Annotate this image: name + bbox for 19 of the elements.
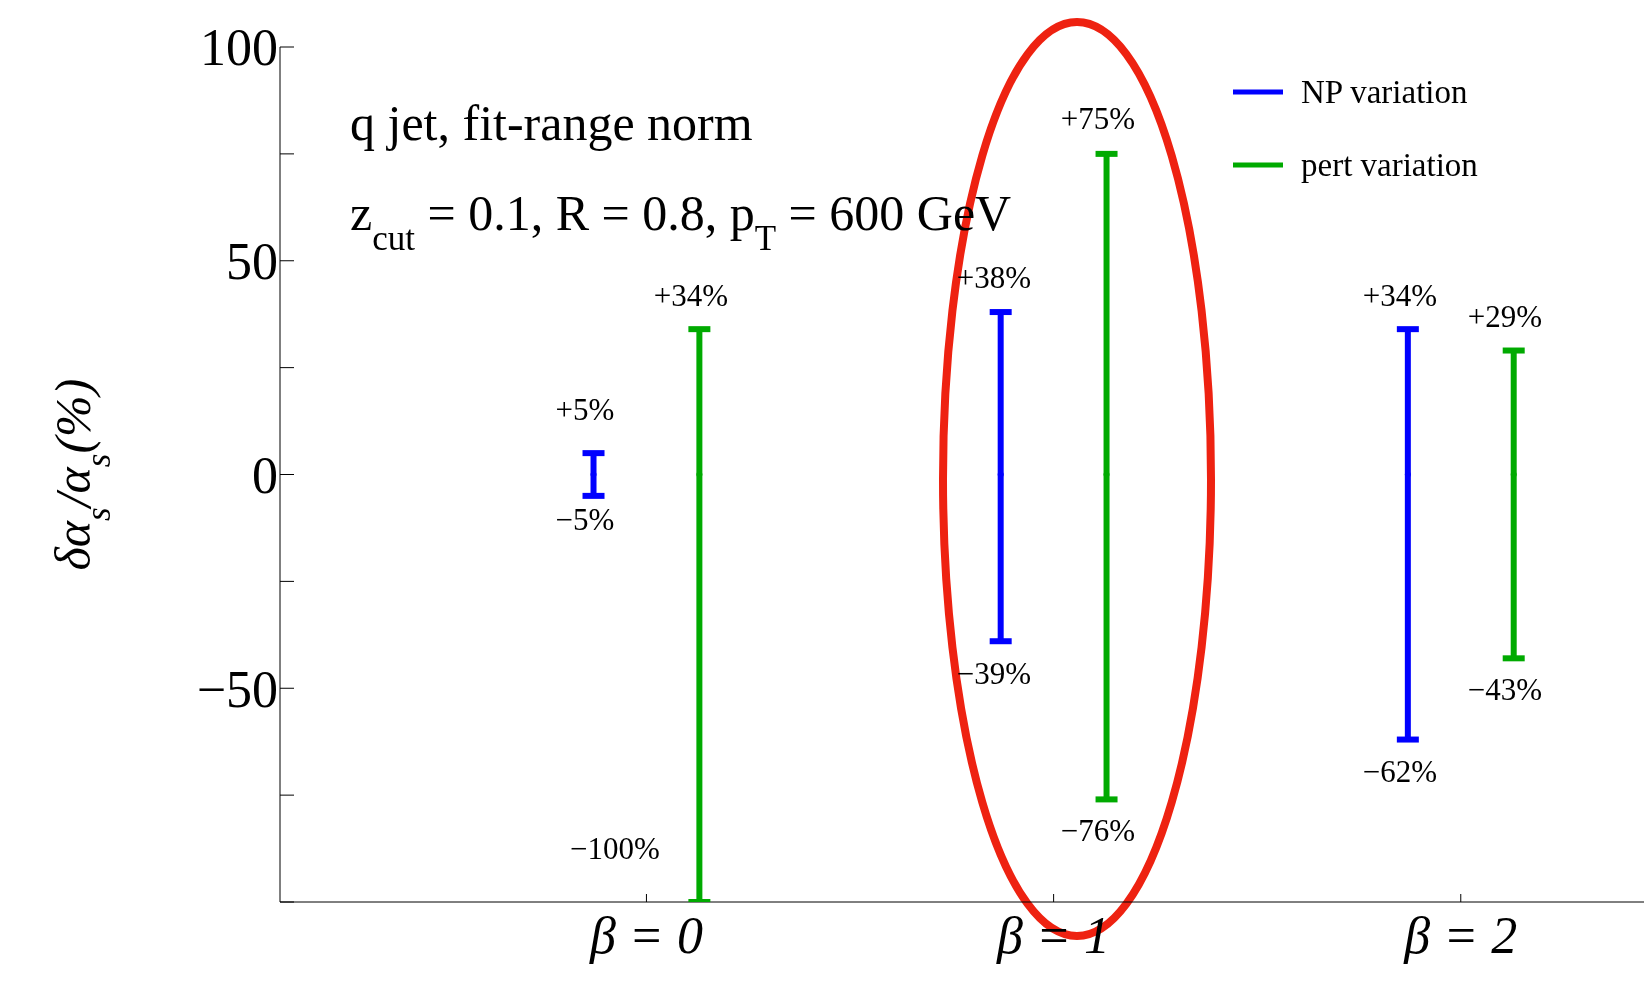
annotation: +34%: [653, 278, 729, 313]
annotation: −5%: [555, 502, 615, 537]
legend-label: NP variation: [1301, 74, 1468, 110]
annotation: +34%: [1362, 278, 1438, 313]
x-tick-label: β = 0: [588, 906, 703, 964]
annotation: −62%: [1362, 754, 1438, 789]
y-tick-label: 50: [226, 233, 278, 291]
annotation: +29%: [1467, 299, 1543, 334]
annotation: +75%: [1060, 101, 1136, 136]
annotation: −43%: [1467, 672, 1543, 707]
y-tick-label: 0: [252, 446, 278, 504]
annotation: +5%: [555, 392, 615, 427]
y-tick-label: 100: [200, 19, 278, 77]
text: q jet, fit-range norm: [350, 95, 753, 151]
y-tick-label: −50: [196, 660, 278, 718]
legend-label: pert variation: [1301, 147, 1478, 183]
annotation: −100%: [570, 831, 660, 866]
x-tick-label: β = 2: [1403, 906, 1518, 964]
annotation: −76%: [1060, 813, 1136, 848]
